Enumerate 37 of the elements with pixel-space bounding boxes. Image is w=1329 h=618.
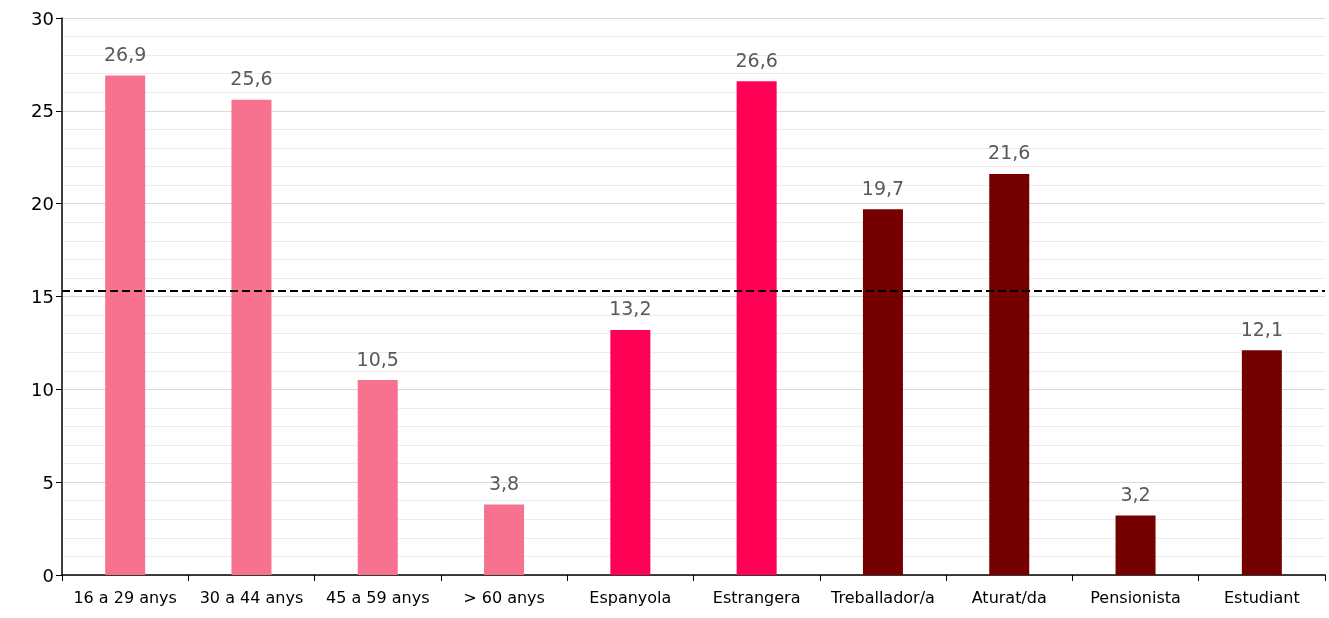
bar	[357, 380, 398, 575]
bar	[1241, 350, 1282, 575]
y-tick-label: 30	[31, 7, 54, 29]
x-tick-label: Aturat/da	[971, 587, 1047, 607]
x-tick-label: Treballador/a	[830, 587, 935, 607]
y-tick-label: 20	[31, 193, 54, 215]
bar	[231, 99, 272, 575]
data-label: 21,6	[988, 141, 1031, 164]
y-tick-label: 15	[31, 286, 54, 307]
bar	[862, 209, 903, 575]
data-label: 3,8	[488, 471, 520, 494]
data-label: 19,7	[861, 176, 905, 199]
bar	[1115, 515, 1156, 575]
x-tick-label: Espanyola	[589, 587, 672, 607]
data-label: 12,1	[1240, 317, 1284, 340]
x-tick-label: Pensionista	[1090, 587, 1181, 607]
data-label: 25,6	[230, 67, 273, 90]
x-tick-label: 16 a 29 anys	[73, 587, 177, 607]
x-tick-label: 30 a 44 anys	[199, 587, 304, 607]
y-tick-label: 10	[31, 378, 54, 400]
data-label: 13,2	[609, 297, 652, 320]
x-tick-label: Estrangera	[712, 587, 801, 607]
y-tick-label: 0	[42, 564, 54, 586]
x-tick-label: 45 a 59 anys	[325, 587, 430, 607]
data-label: 3,2	[1120, 483, 1151, 506]
data-label: 10,5	[356, 347, 399, 370]
y-tick-label: 25	[31, 100, 54, 122]
bar	[736, 81, 777, 575]
bar	[484, 504, 525, 575]
bar	[105, 75, 146, 575]
bar	[610, 329, 651, 575]
data-label: 26,6	[735, 48, 778, 71]
x-tick-label: > 60 anys	[463, 587, 545, 607]
data-label: 26,9	[103, 43, 147, 66]
y-tick-label: 5	[42, 471, 54, 493]
bar	[989, 173, 1030, 575]
x-tick-label: Estudiant	[1224, 587, 1300, 607]
